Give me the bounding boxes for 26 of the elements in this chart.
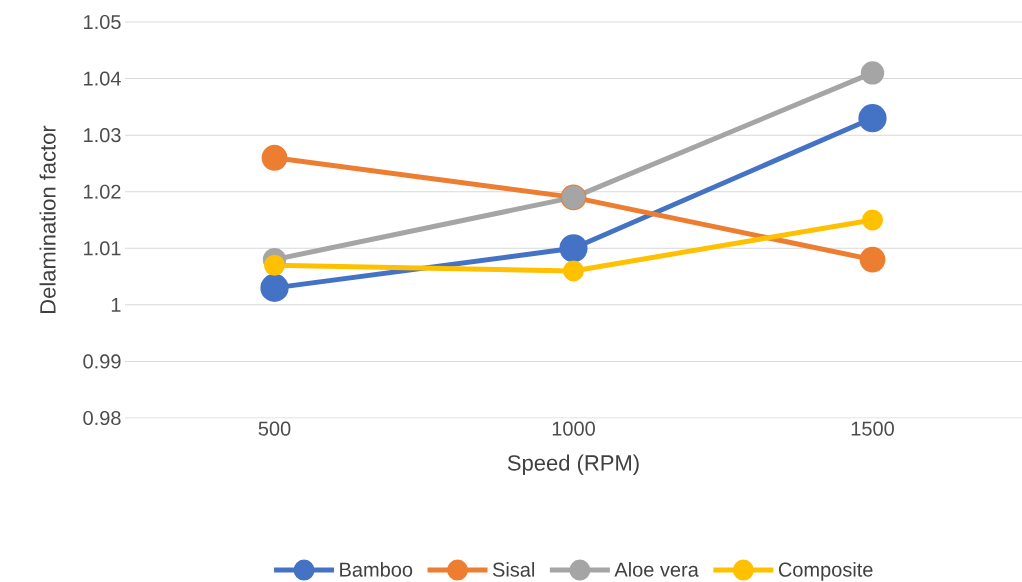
y-axis-title: Delamination factor bbox=[39, 125, 56, 313]
y-tick-label: 1.02 bbox=[84, 184, 121, 199]
point bbox=[862, 209, 884, 231]
point bbox=[260, 273, 289, 302]
point bbox=[858, 104, 887, 133]
point bbox=[860, 61, 885, 85]
y-tick-label: 1.03 bbox=[84, 128, 121, 143]
point bbox=[264, 254, 285, 276]
y-tick-label: 1 bbox=[111, 297, 121, 312]
legend-label: Aloe vera bbox=[614, 562, 699, 577]
x-tick-label: 1000 bbox=[552, 421, 595, 436]
y-tick-label: 0.98 bbox=[83, 410, 121, 426]
y-tick-label: 1.05 bbox=[84, 14, 121, 30]
y-tick-label: 0.99 bbox=[83, 354, 121, 369]
y-tick-label: 1.01 bbox=[84, 241, 121, 256]
x-axis-title: Speed (RPM) bbox=[507, 454, 639, 476]
point bbox=[859, 246, 886, 273]
x-tick-label: 1500 bbox=[851, 421, 894, 436]
legend-label: Composite bbox=[778, 562, 873, 581]
legend-label: Bamboo bbox=[340, 562, 413, 577]
x-tick-label: 500 bbox=[258, 421, 291, 436]
legend-label: Sisal bbox=[492, 562, 535, 577]
point bbox=[563, 260, 584, 282]
y-tick-label: 1.04 bbox=[84, 71, 121, 86]
point bbox=[261, 144, 288, 171]
point bbox=[559, 234, 588, 263]
